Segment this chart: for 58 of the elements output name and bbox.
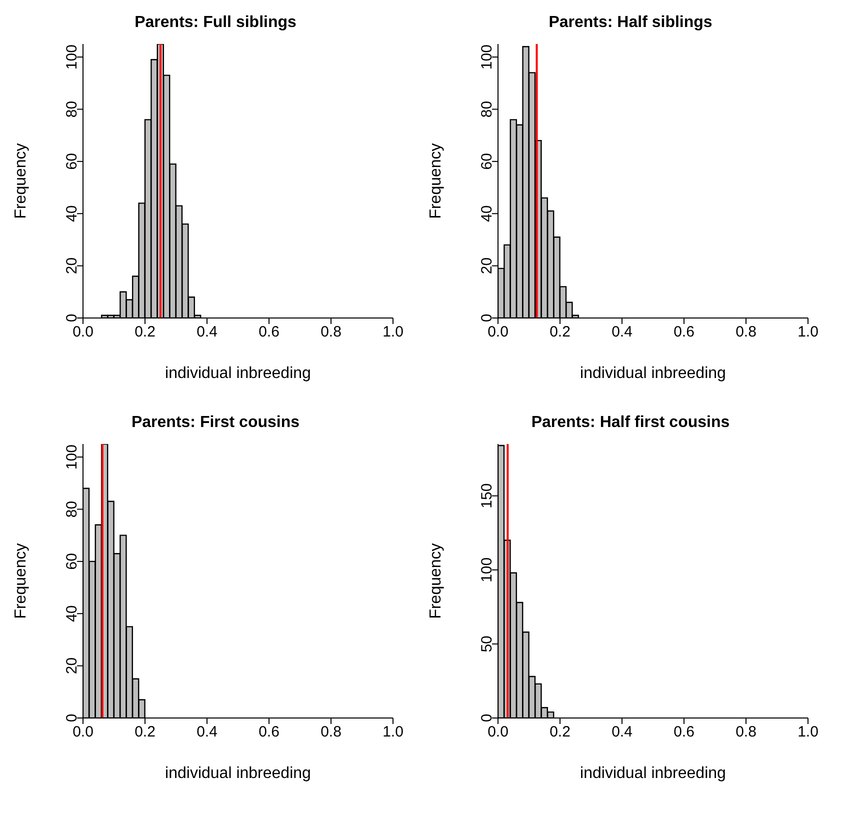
y-tick-label: 150 — [478, 483, 496, 508]
y-tick-label: 100 — [478, 557, 496, 582]
x-tick-label: 0.8 — [320, 324, 342, 341]
y-axis-title: Frequency — [428, 543, 445, 619]
y-tick-label: 100 — [478, 44, 496, 70]
y-tick-label: 20 — [478, 257, 496, 274]
x-tick-label: 0.2 — [550, 324, 570, 341]
y-tick-label: 80 — [63, 100, 80, 118]
y-tick-label: 40 — [63, 605, 80, 622]
y-tick-label: 60 — [63, 153, 80, 170]
x-tick-label: 1.0 — [798, 724, 818, 741]
y-axis-title: Frequency — [428, 143, 445, 219]
x-tick-label: 0.0 — [72, 324, 94, 341]
x-tick-label: 0.8 — [320, 724, 342, 741]
x-axis-title: individual inbreeding — [580, 365, 726, 382]
x-tick-label: 1.0 — [382, 324, 404, 341]
x-tick-label: 0.6 — [258, 324, 280, 341]
x-tick-label: 0.8 — [736, 724, 756, 741]
y-tick-label: 80 — [478, 100, 496, 118]
x-tick-label: 0.0 — [488, 724, 508, 741]
x-tick-label: 0.4 — [196, 324, 218, 341]
x-tick-label: 0.4 — [612, 724, 632, 741]
y-tick-label: 60 — [478, 153, 496, 170]
x-tick-label: 0.6 — [258, 724, 280, 741]
x-tick-label: 0.0 — [488, 324, 508, 341]
y-tick-label: 20 — [63, 257, 80, 274]
x-tick-label: 0.2 — [134, 324, 156, 341]
x-tick-label: 0.8 — [736, 324, 756, 341]
y-tick-label: 0 — [478, 314, 496, 322]
y-tick-label: 0 — [63, 314, 80, 322]
y-tick-label: 40 — [63, 205, 80, 222]
x-tick-label: 0.6 — [674, 324, 694, 341]
y-tick-label: 40 — [478, 205, 496, 222]
y-tick-label: 0 — [478, 714, 496, 722]
chart-title: Parents: Full siblings — [134, 13, 298, 33]
x-tick-label: 1.0 — [798, 324, 818, 341]
x-axis-title: individual inbreeding — [165, 365, 311, 382]
y-tick-label: 60 — [63, 553, 80, 570]
y-tick-label: 80 — [63, 500, 80, 518]
x-tick-label: 1.0 — [382, 724, 404, 741]
y-axis-title: Frequency — [12, 543, 30, 619]
x-tick-label: 0.0 — [72, 724, 94, 741]
x-tick-label: 0.2 — [134, 724, 156, 741]
y-tick-label: 100 — [63, 44, 80, 70]
y-tick-label: 0 — [63, 714, 80, 722]
x-tick-label: 0.4 — [196, 724, 218, 741]
x-axis-title: individual inbreeding — [580, 765, 726, 782]
y-tick-label: 50 — [478, 636, 496, 652]
x-axis-title: individual inbreeding — [165, 765, 311, 782]
x-tick-label: 0.6 — [674, 724, 694, 741]
x-tick-label: 0.4 — [612, 324, 632, 341]
chart-title: Parents: First cousins — [130, 413, 301, 433]
y-axis-title: Frequency — [12, 143, 30, 219]
chart-title: Parents: Half siblings — [548, 13, 714, 33]
y-tick-label: 20 — [63, 657, 80, 674]
y-tick-label: 100 — [63, 444, 80, 470]
x-tick-label: 0.2 — [550, 724, 570, 741]
chart-title: Parents: Half first cousins — [530, 413, 731, 433]
